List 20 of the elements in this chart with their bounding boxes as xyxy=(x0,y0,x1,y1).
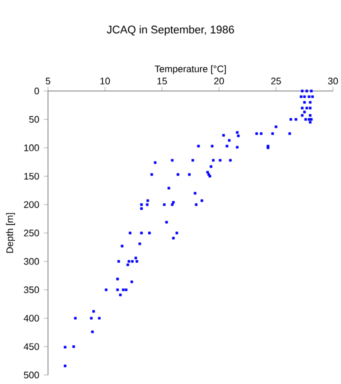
y-tick-label: 350 xyxy=(24,286,39,294)
y-tick-label: 300 xyxy=(24,258,39,265)
y-tick-label: 400 xyxy=(24,314,39,322)
chart-title: JCAQ in September, 1986 xyxy=(106,25,234,36)
y-tick-label: 50 xyxy=(29,116,40,123)
y-tick-label: 250 xyxy=(24,230,39,236)
x-tick-label: 30 xyxy=(328,78,338,84)
y-tick-label: 450 xyxy=(24,343,39,350)
x-tick-label: 20 xyxy=(214,78,224,84)
x-axis-title: Temperature [°C] xyxy=(154,65,226,74)
y-tick-label: 150 xyxy=(24,172,39,180)
x-tick-label: 10 xyxy=(100,78,110,84)
y-tick-label: 500 xyxy=(24,372,39,378)
x-tick-label: 15 xyxy=(157,78,167,84)
y-tick-label: 0 xyxy=(34,88,40,94)
y-tick-label: 100 xyxy=(24,144,39,152)
y-tick-label: 200 xyxy=(24,201,39,208)
x-tick-label: 5 xyxy=(46,78,50,84)
x-tick-label: 25 xyxy=(271,78,281,84)
y-axis-title: Depth [m] xyxy=(6,213,15,253)
